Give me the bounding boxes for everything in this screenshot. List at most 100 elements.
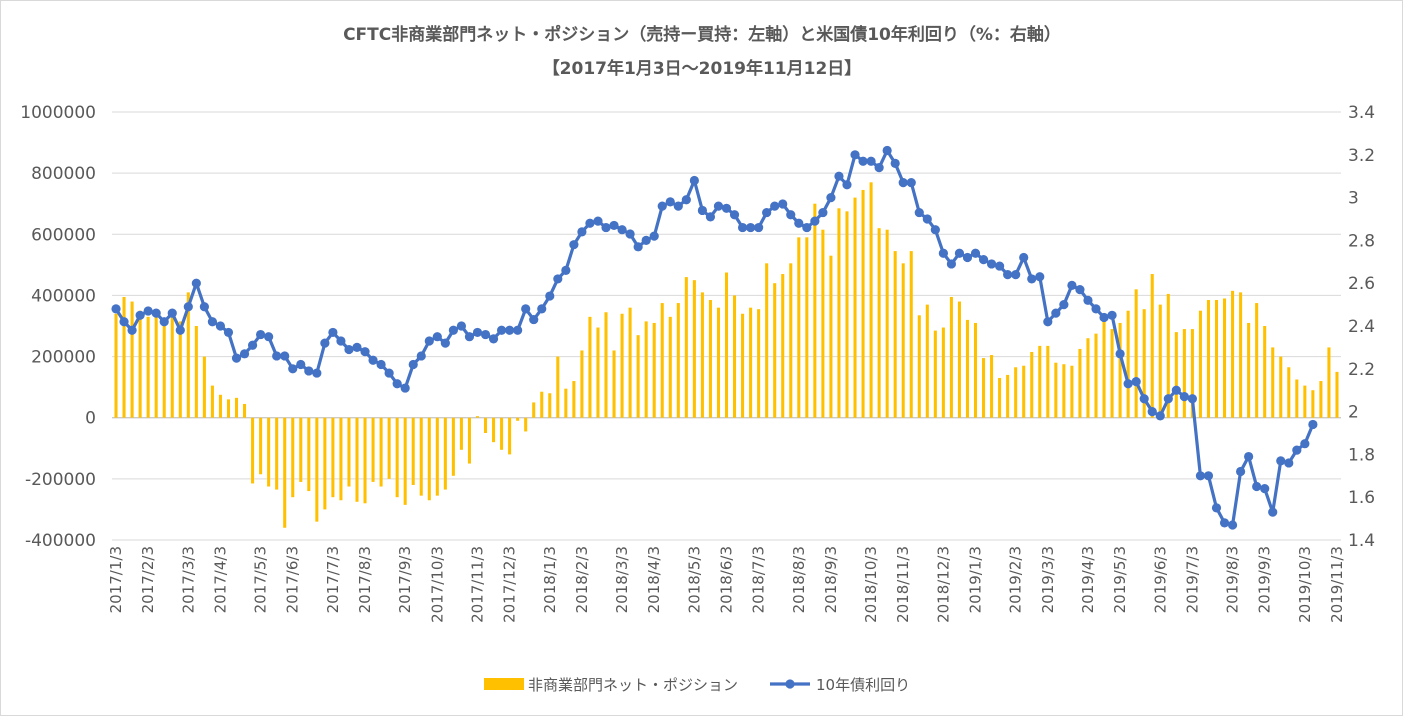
yield-point	[416, 351, 426, 361]
yield-point	[143, 306, 153, 316]
bar	[170, 315, 174, 418]
yield-point	[938, 248, 948, 258]
chart-subtitle: 【2017年1月3日～2019年11月12日】	[543, 58, 862, 79]
bar	[628, 307, 632, 418]
x-tick-label: 2018/4/3	[645, 546, 663, 613]
bar	[1102, 316, 1106, 418]
yield-point	[561, 265, 571, 275]
x-tick-label: 2018/10/3	[862, 546, 880, 623]
bar	[371, 417, 375, 482]
yield-point	[1123, 379, 1133, 389]
bar	[789, 263, 793, 418]
bar	[307, 417, 311, 492]
bar	[1174, 332, 1178, 418]
bar	[1054, 362, 1058, 418]
yield-point	[127, 325, 137, 335]
legend-line-label: 10年債利回り	[816, 676, 910, 694]
yield-point	[111, 304, 121, 314]
yield-point	[1099, 312, 1109, 323]
bar	[1134, 289, 1138, 418]
yield-point	[1051, 308, 1061, 318]
yield-point	[488, 334, 499, 344]
yield-point	[633, 242, 643, 252]
bar	[443, 417, 447, 490]
bar	[1319, 381, 1323, 418]
bar	[998, 377, 1002, 418]
bar	[917, 315, 921, 418]
yield-point	[304, 366, 314, 376]
yield-point	[778, 199, 788, 209]
bar	[636, 335, 640, 418]
bar	[612, 350, 616, 418]
bar	[781, 274, 785, 418]
yield-point	[135, 310, 145, 320]
bar	[1142, 309, 1146, 418]
bar	[114, 313, 118, 418]
bar	[194, 326, 198, 418]
x-tick-label: 2019/10/3	[1296, 546, 1314, 623]
x-tick-label: 2018/7/3	[750, 546, 768, 613]
bar	[363, 417, 367, 504]
x-tick-label: 2018/2/3	[573, 546, 591, 613]
yield-point	[199, 302, 209, 312]
yield-point	[1203, 471, 1214, 481]
bar	[475, 416, 480, 418]
bar	[508, 417, 512, 455]
yield-point	[191, 278, 201, 288]
bar	[861, 189, 865, 418]
bar	[1198, 310, 1202, 418]
line-series	[111, 145, 1318, 530]
bar	[1110, 329, 1114, 418]
bar	[1239, 292, 1243, 418]
bar	[467, 417, 471, 464]
bar	[1206, 300, 1210, 418]
bar	[162, 318, 166, 418]
yield-point	[874, 163, 884, 173]
bar	[1022, 365, 1026, 418]
yield-point	[1035, 272, 1045, 282]
x-axis: 2017/1/3 2017/2/3 2017/3/3 2017/4/3 2017/5/3…	[107, 546, 1346, 623]
bar	[1231, 290, 1235, 418]
yield-point	[585, 218, 595, 228]
yield-point	[866, 156, 876, 166]
yield-point	[810, 216, 820, 226]
yield-point	[408, 359, 418, 370]
bar	[877, 228, 881, 418]
yield-point	[1139, 394, 1149, 404]
yield-point	[882, 145, 892, 156]
y-right-tick-label: 3.2	[1348, 146, 1375, 166]
yield-point	[1019, 252, 1029, 263]
bar	[813, 203, 817, 418]
bar	[435, 417, 439, 496]
bar	[829, 255, 833, 418]
bar	[387, 417, 391, 479]
bar	[837, 208, 841, 418]
yield-point	[986, 259, 997, 269]
bar	[1038, 345, 1042, 418]
bar	[1166, 293, 1170, 418]
bar	[186, 292, 190, 418]
bar	[403, 417, 407, 505]
legend-bar-swatch	[484, 678, 524, 690]
yield-point	[1268, 507, 1278, 517]
bar	[982, 358, 986, 418]
yield-point	[641, 235, 651, 245]
bar	[251, 417, 255, 484]
yield-point	[472, 327, 483, 338]
yield-point	[167, 308, 177, 318]
yield-point	[1115, 349, 1125, 359]
bar	[1327, 347, 1331, 418]
x-tick-label: 2018/9/3	[822, 546, 840, 613]
yield-point	[288, 364, 298, 374]
yield-point	[1067, 280, 1077, 290]
bar	[379, 417, 383, 487]
bar	[1263, 326, 1267, 418]
bar	[853, 197, 857, 418]
yield-point	[320, 338, 330, 348]
yield-point	[239, 349, 250, 359]
bar	[564, 388, 568, 418]
yield-point	[1027, 274, 1037, 284]
yield-point	[296, 359, 306, 370]
yield-point	[713, 201, 724, 211]
yield-point	[625, 229, 635, 239]
